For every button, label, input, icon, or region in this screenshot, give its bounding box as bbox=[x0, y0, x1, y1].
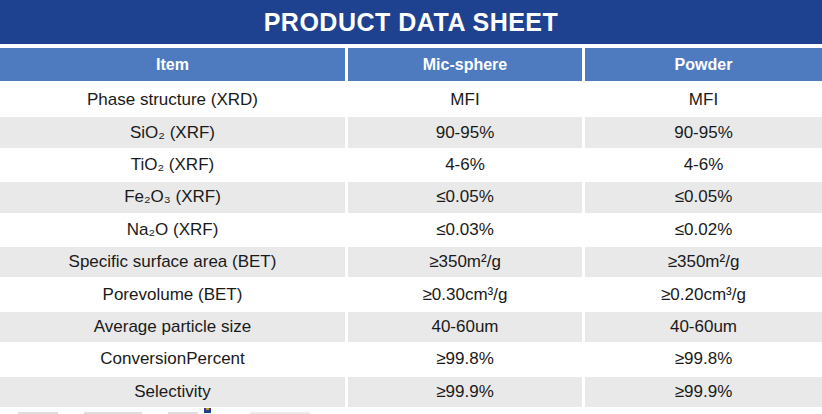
page-title: PRODUCT DATA SHEET bbox=[264, 8, 559, 37]
table-row: ConversionPercent ≥99.8% ≥99.8% bbox=[0, 343, 822, 375]
powder-cell: ≥0.20cm³/g bbox=[585, 278, 822, 310]
column-header-mic-sphere: Mic-sphere bbox=[348, 48, 585, 81]
table-row: TiO₂ (XRF) 4-6% 4-6% bbox=[0, 149, 822, 181]
mic-sphere-cell: 40-60um bbox=[348, 311, 585, 343]
item-cell: Na₂O (XRF) bbox=[0, 214, 348, 246]
item-cell: Selectivity bbox=[0, 376, 348, 408]
powder-cell: ≥99.8% bbox=[585, 343, 822, 375]
item-cell: Fe₂O₃ (XRF) bbox=[0, 181, 348, 213]
mic-sphere-cell: ≥0.30cm³/g bbox=[348, 278, 585, 310]
powder-cell: ≤0.05% bbox=[585, 181, 822, 213]
mic-sphere-cell: ≤0.05% bbox=[348, 181, 585, 213]
mic-sphere-cell: ≤0.03% bbox=[348, 214, 585, 246]
mic-sphere-cell: 4-6% bbox=[348, 149, 585, 181]
table-row: Specific surface area (BET) ≥350m²/g ≥35… bbox=[0, 246, 822, 278]
powder-cell: 90-95% bbox=[585, 116, 822, 148]
title-bar: PRODUCT DATA SHEET bbox=[0, 0, 822, 44]
item-cell: TiO₂ (XRF) bbox=[0, 149, 348, 181]
table-row: Porevolume (BET) ≥0.30cm³/g ≥0.20cm³/g bbox=[0, 278, 822, 310]
mic-sphere-cell: ≥99.8% bbox=[348, 343, 585, 375]
mic-sphere-cell: MFI bbox=[348, 84, 585, 116]
table-row: Average particle size 40-60um 40-60um bbox=[0, 311, 822, 343]
product-data-sheet: PRODUCT DATA SHEET Item Mic-sphere Powde… bbox=[0, 0, 822, 414]
item-cell: Phase structure (XRD) bbox=[0, 84, 348, 116]
item-cell: Average particle size bbox=[0, 311, 348, 343]
table-row: SiO₂ (XRF) 90-95% 90-95% bbox=[0, 116, 822, 148]
mic-sphere-cell: ≥99.9% bbox=[348, 376, 585, 408]
powder-cell: 40-60um bbox=[585, 311, 822, 343]
powder-cell: MFI bbox=[585, 84, 822, 116]
item-cell: ConversionPercent bbox=[0, 343, 348, 375]
column-header-powder: Powder bbox=[585, 48, 822, 81]
table-body: Phase structure (XRD) MFI MFI SiO₂ (XRF)… bbox=[0, 84, 822, 408]
table-header-row: Item Mic-sphere Powder bbox=[0, 48, 822, 81]
item-cell: Specific surface area (BET) bbox=[0, 246, 348, 278]
item-cell: SiO₂ (XRF) bbox=[0, 116, 348, 148]
powder-cell: ≥350m²/g bbox=[585, 246, 822, 278]
powder-cell: 4-6% bbox=[585, 149, 822, 181]
mic-sphere-cell: 90-95% bbox=[348, 116, 585, 148]
column-header-item: Item bbox=[0, 48, 348, 81]
powder-cell: ≥99.9% bbox=[585, 376, 822, 408]
table-row: Na₂O (XRF) ≤0.03% ≤0.02% bbox=[0, 214, 822, 246]
table-row: Selectivity ≥99.9% ≥99.9% bbox=[0, 376, 822, 408]
partial-content-sliver bbox=[0, 408, 822, 414]
table-row: Phase structure (XRD) MFI MFI bbox=[0, 84, 822, 116]
powder-cell: ≤0.02% bbox=[585, 214, 822, 246]
item-cell: Porevolume (BET) bbox=[0, 278, 348, 310]
mic-sphere-cell: ≥350m²/g bbox=[348, 246, 585, 278]
table-row: Fe₂O₃ (XRF) ≤0.05% ≤0.05% bbox=[0, 181, 822, 213]
cutoff-logo-fragment bbox=[204, 408, 211, 413]
